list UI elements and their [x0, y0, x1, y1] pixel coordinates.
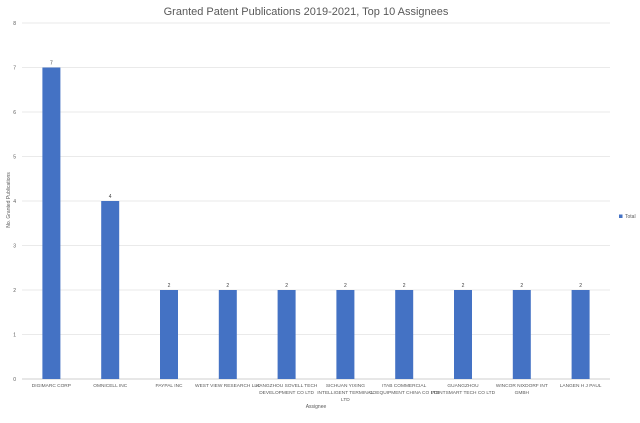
data-label: 4 [109, 194, 112, 200]
y-axis-ticks: 0 1 2 3 4 5 6 7 8 [13, 21, 16, 383]
y-tick-label: 8 [13, 21, 16, 27]
x-tick-label: SICHUAN YIXING [326, 383, 365, 389]
data-label: 2 [403, 283, 406, 289]
y-axis-label: No. Granted Publications [6, 172, 12, 228]
x-tick-label: DIGIMARC CORP [32, 383, 71, 389]
data-label: 2 [344, 283, 347, 289]
x-tick-label: COEQUIPMENT CHINA CO LTD [369, 390, 440, 396]
bar [454, 290, 472, 379]
data-label: 2 [285, 283, 288, 289]
bar [512, 290, 531, 379]
bar [218, 290, 237, 379]
chart-title: Granted Patent Publications 2019-2021, T… [164, 6, 449, 18]
x-tick-label: GUANGZHOU [447, 383, 479, 389]
x-tick-label: OMNICELL INC [93, 383, 127, 389]
y-tick-label: 7 [13, 65, 16, 71]
data-label: 2 [168, 283, 171, 289]
y-tick-label: 1 [13, 332, 16, 338]
x-tick-label: LTD [341, 397, 350, 403]
legend-label: Total [625, 214, 636, 220]
x-tick-label: WEST VIEW RESEARCH LLC [195, 383, 261, 389]
y-tick-label: 4 [13, 199, 16, 205]
legend-swatch [619, 214, 623, 218]
data-label: 2 [579, 283, 582, 289]
x-axis-ticks: DIGIMARC CORP OMNICELL INC PAYPAL INC WEST … [32, 383, 602, 403]
bars [42, 67, 590, 379]
bar [571, 290, 590, 379]
bar [277, 290, 296, 379]
y-tick-label: 2 [13, 288, 16, 294]
legend: Total [619, 214, 636, 220]
x-tick-label: PAYPAL INC [155, 383, 183, 389]
y-tick-label: 6 [13, 110, 16, 116]
bar [395, 290, 414, 379]
bar [336, 290, 355, 379]
bar [42, 67, 61, 379]
x-tick-label: INTELLIGENT TERMINAL [317, 390, 374, 396]
x-tick-label: POINTSMART TECH CO LTD [431, 390, 496, 396]
x-axis-label: Assignee [306, 404, 327, 410]
data-label: 2 [462, 283, 465, 289]
data-label: 2 [226, 283, 229, 289]
data-labels: 7 4 2 2 2 2 2 2 2 2 [50, 61, 582, 290]
y-tick-label: 3 [13, 243, 16, 249]
x-tick-label: WINCOR NIXDORF INT [496, 383, 548, 389]
gridlines [22, 22, 610, 380]
x-tick-label: HANGZHOU SOVELL TECH [256, 383, 318, 389]
data-label: 2 [520, 283, 523, 289]
x-tick-label: DEVELOPMENT CO LTD [259, 390, 314, 396]
data-label: 7 [50, 61, 53, 67]
x-tick-label: LANGEN H J PAUL [560, 383, 602, 389]
y-tick-label: 5 [13, 154, 16, 160]
y-tick-label: 0 [13, 377, 16, 383]
bar [101, 201, 120, 379]
x-tick-label: ITAB COMMERCIAL [382, 383, 426, 389]
bar [160, 290, 178, 379]
x-tick-label: GMBH [515, 390, 530, 396]
